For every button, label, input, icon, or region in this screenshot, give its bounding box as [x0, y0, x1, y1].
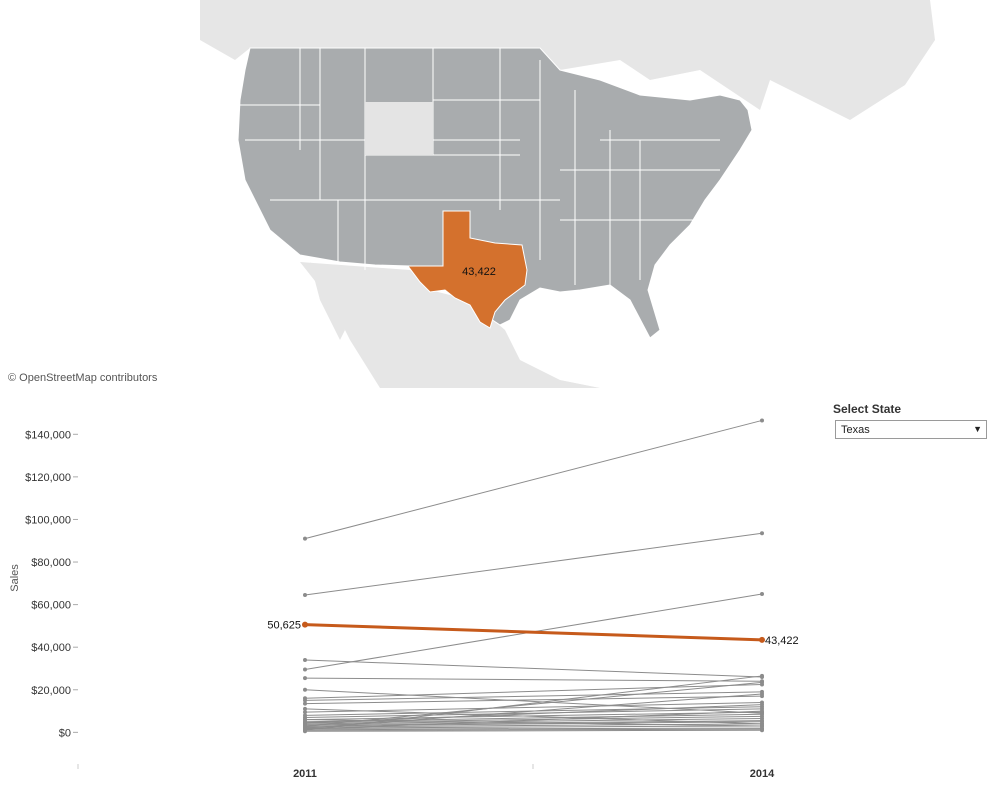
- series-point[interactable]: [760, 591, 764, 596]
- series-line[interactable]: [304, 728, 763, 731]
- map-panel[interactable]: 43,422 © OpenStreetMap contributors: [0, 0, 995, 388]
- baja-landmass: [310, 262, 345, 340]
- x-tick-label: 2011: [293, 768, 317, 780]
- series-point[interactable]: [760, 673, 764, 678]
- series-line[interactable]: [304, 532, 763, 596]
- y-tick-label: $20,000: [31, 685, 71, 697]
- series-point[interactable]: [760, 680, 764, 685]
- series-point[interactable]: [303, 720, 307, 725]
- series-line[interactable]: [304, 681, 763, 727]
- series-point[interactable]: [303, 727, 307, 732]
- y-tick-label: $40,000: [31, 642, 71, 654]
- highlight-line[interactable]: [304, 623, 763, 642]
- series-line[interactable]: [304, 695, 763, 705]
- series-line[interactable]: [304, 419, 763, 540]
- us-map[interactable]: 43,422: [0, 0, 995, 388]
- series-point[interactable]: [303, 687, 307, 692]
- y-axis: $0 $20,000 $40,000 $60,000 $80,000 $100,000 $1…: [25, 429, 78, 739]
- series-line[interactable]: [304, 721, 763, 727]
- filter-title: Select State: [833, 402, 902, 416]
- state-select-value: Texas: [841, 424, 870, 436]
- series-point[interactable]: [303, 701, 307, 706]
- highlight-point[interactable]: [302, 621, 308, 628]
- series-line[interactable]: [304, 725, 763, 729]
- series-line[interactable]: [304, 715, 763, 724]
- y-tick-label: $100,000: [25, 514, 71, 526]
- sales-slope-chart: $0 $20,000 $40,000 $60,000 $80,000 $100,000 $1…: [9, 418, 799, 780]
- series-point[interactable]: [760, 723, 764, 728]
- texas-sales-label: 43,422: [462, 266, 496, 278]
- x-tick-label: 2014: [750, 768, 775, 780]
- series-point[interactable]: [303, 676, 307, 681]
- series-line[interactable]: [304, 702, 763, 713]
- x-axis: 2011 2014: [77, 764, 775, 780]
- series-point[interactable]: [303, 698, 307, 703]
- series-line[interactable]: [304, 710, 763, 730]
- highlight-point[interactable]: [759, 636, 765, 643]
- series-line[interactable]: [304, 718, 763, 725]
- series-point[interactable]: [303, 723, 307, 728]
- y-tick-label: $80,000: [31, 557, 71, 569]
- state-select-dropdown[interactable]: Texas ▼: [835, 420, 987, 439]
- series-line[interactable]: [304, 708, 763, 718]
- series-line[interactable]: [304, 659, 763, 678]
- series-line[interactable]: [304, 727, 763, 730]
- series-point[interactable]: [760, 702, 764, 707]
- y-tick-label: $0: [59, 727, 71, 739]
- series-line[interactable]: [304, 729, 763, 732]
- canada-landmass: [200, 0, 935, 120]
- series-point[interactable]: [303, 717, 307, 722]
- series-line[interactable]: [304, 675, 763, 731]
- series-line[interactable]: [304, 689, 763, 714]
- series-point[interactable]: [303, 667, 307, 672]
- series-point[interactable]: [760, 692, 764, 697]
- series-line[interactable]: [304, 704, 763, 724]
- series-line[interactable]: [304, 719, 763, 727]
- mexico-landmass: [300, 262, 600, 388]
- series-line[interactable]: [304, 677, 763, 682]
- series-line[interactable]: [304, 683, 763, 699]
- series-point[interactable]: [303, 536, 307, 541]
- chevron-down-icon[interactable]: ▼: [973, 424, 982, 434]
- highlight-series[interactable]: 50,625 43,422: [267, 620, 798, 647]
- highlight-label-end: 43,422: [765, 635, 799, 647]
- series-point[interactable]: [303, 593, 307, 598]
- y-axis-title: Sales: [9, 564, 21, 592]
- series-line[interactable]: [304, 708, 763, 725]
- map-attribution: © OpenStreetMap contributors: [8, 372, 158, 384]
- highlight-label-start: 50,625: [267, 620, 301, 632]
- y-tick-label: $60,000: [31, 600, 71, 612]
- series-point[interactable]: [303, 706, 307, 711]
- series-point[interactable]: [760, 728, 764, 733]
- state-wyoming-nodata: [365, 102, 433, 155]
- y-tick-label: $140,000: [25, 429, 71, 441]
- series-point[interactable]: [303, 710, 307, 715]
- series-line[interactable]: [304, 691, 763, 701]
- series-line[interactable]: [304, 693, 763, 729]
- series-point[interactable]: [303, 657, 307, 662]
- y-tick-label: $120,000: [25, 472, 71, 484]
- series-point[interactable]: [760, 418, 764, 423]
- series-point[interactable]: [760, 531, 764, 536]
- series-point[interactable]: [760, 709, 764, 714]
- series-lines: [303, 418, 764, 734]
- state-texas[interactable]: [407, 210, 528, 329]
